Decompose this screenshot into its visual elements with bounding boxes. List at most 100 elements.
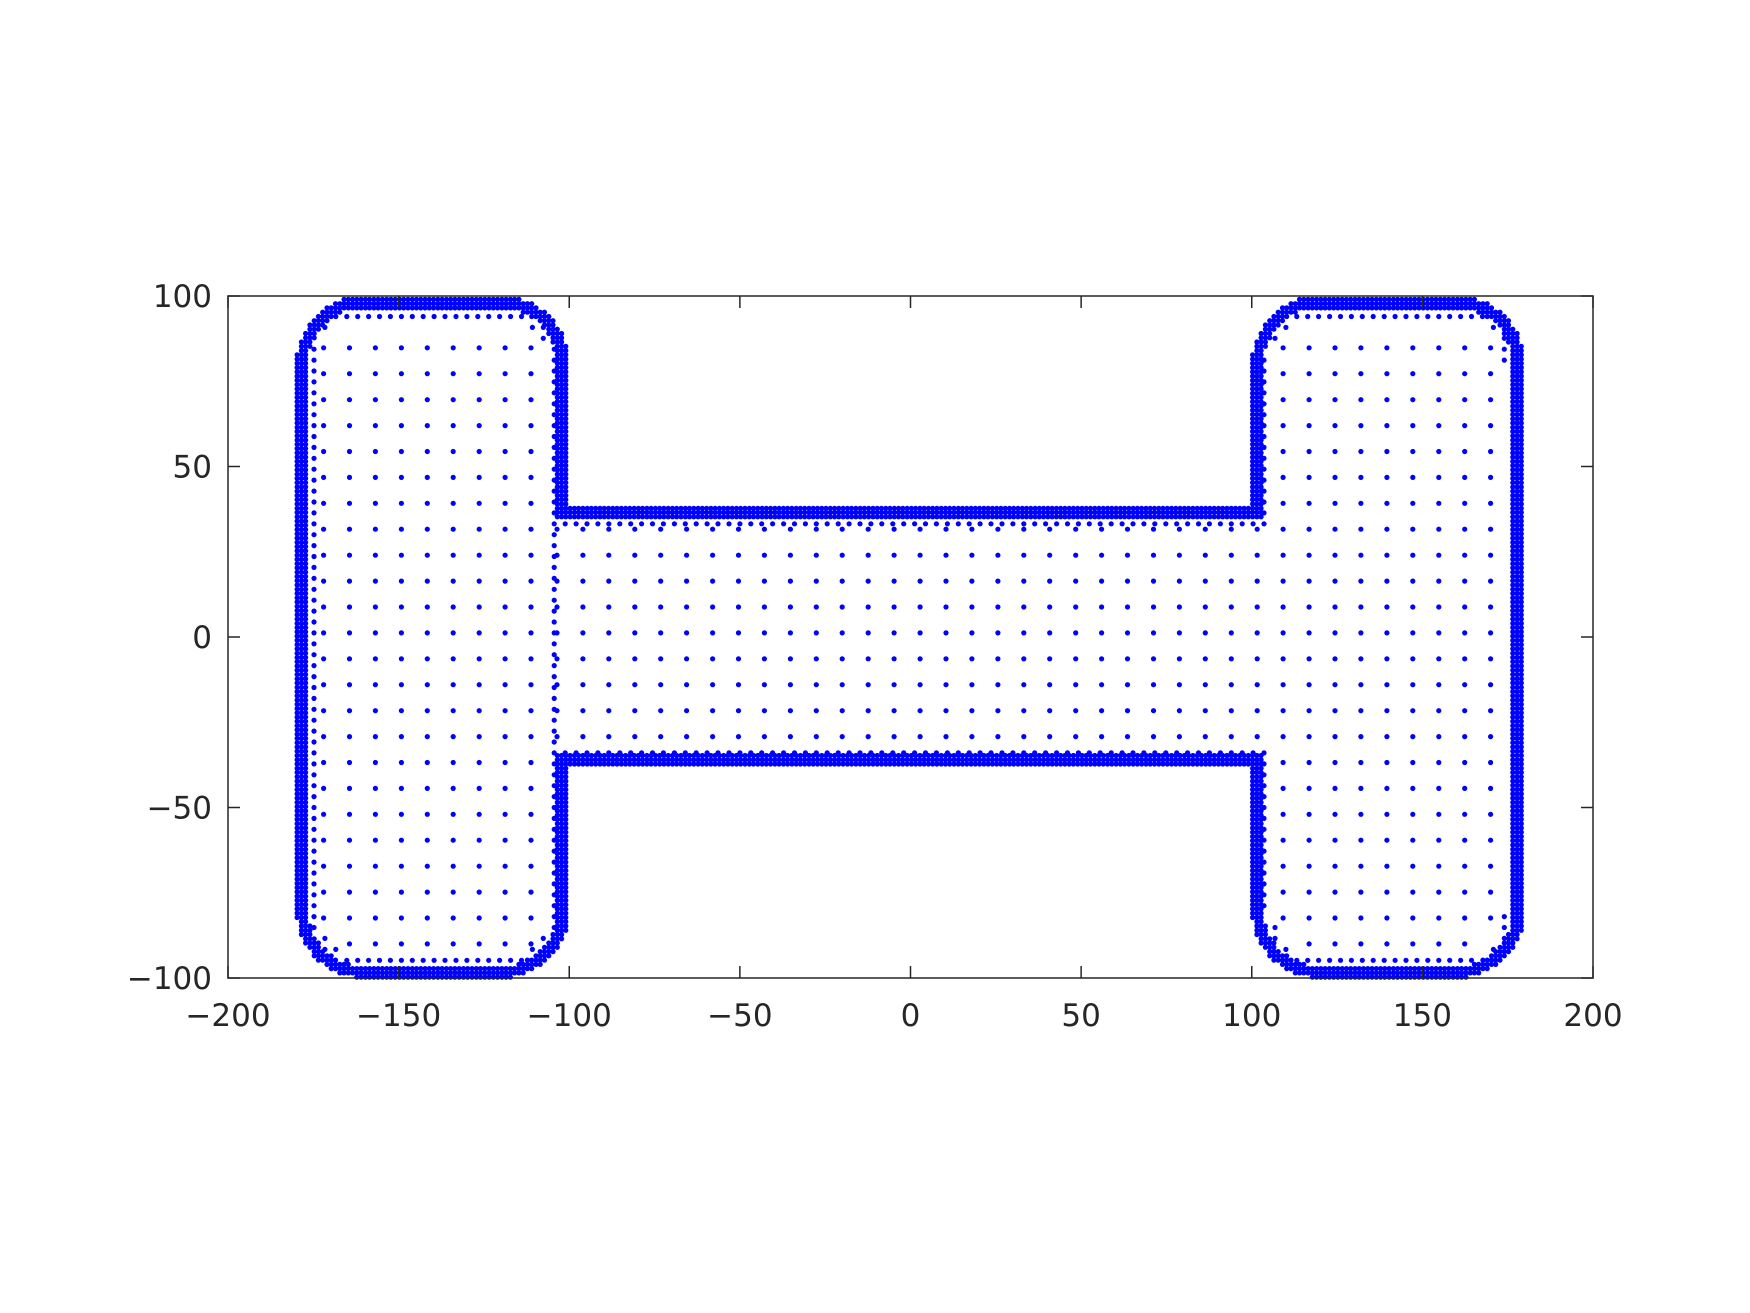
data-point (985, 757, 991, 763)
data-point (475, 313, 481, 320)
data-point (375, 305, 381, 311)
data-point (891, 509, 897, 516)
data-point (1006, 761, 1013, 767)
data-point (716, 509, 723, 516)
data-point (1228, 509, 1234, 516)
data-point (835, 521, 841, 527)
data-point (563, 769, 569, 776)
data-point (606, 526, 612, 532)
data-point (1514, 919, 1520, 925)
data-point (303, 578, 309, 584)
data-point (1306, 526, 1312, 532)
data-point (1395, 301, 1401, 307)
data-point (294, 471, 300, 477)
data-point (294, 825, 300, 831)
data-point (1117, 752, 1123, 759)
data-point (806, 505, 812, 511)
data-point (529, 305, 535, 311)
data-point (908, 509, 915, 516)
data-point (508, 957, 514, 963)
data-point (1462, 759, 1468, 766)
data-point (559, 497, 565, 503)
data-point (942, 509, 949, 516)
data-point (1105, 509, 1111, 516)
data-point (452, 966, 458, 972)
data-point (1518, 446, 1524, 452)
data-point (896, 752, 902, 759)
data-point (303, 778, 309, 784)
data-point (450, 397, 456, 403)
data-point (588, 752, 595, 759)
data-point (1510, 475, 1516, 481)
data-point (787, 708, 794, 714)
data-point (303, 850, 309, 857)
data-point (763, 514, 769, 520)
data-point (1006, 514, 1013, 520)
data-point (486, 957, 492, 963)
data-point (684, 708, 690, 714)
data-point (398, 811, 404, 817)
data-point (712, 509, 718, 516)
data-point (1181, 761, 1187, 767)
data-point (921, 752, 927, 759)
data-point (502, 552, 508, 558)
data-point (413, 966, 420, 972)
data-point (294, 539, 300, 546)
data-point (989, 514, 996, 520)
data-point (1378, 966, 1384, 972)
data-point (1124, 682, 1131, 688)
data-point (398, 785, 404, 792)
data-point (1258, 761, 1264, 767)
data-point (298, 885, 304, 891)
data-point (648, 752, 654, 759)
data-point (1410, 474, 1416, 480)
data-point (303, 377, 309, 383)
data-point (716, 752, 723, 759)
data-point (346, 656, 353, 662)
data-point (367, 301, 373, 307)
data-point (1518, 795, 1524, 801)
data-point (1386, 296, 1392, 302)
data-point (1518, 603, 1524, 609)
data-point (789, 757, 795, 763)
data-point (853, 514, 859, 520)
data-point (857, 752, 863, 759)
data-point (452, 301, 458, 307)
data-point (298, 488, 304, 494)
data-point (298, 620, 304, 627)
data-point (303, 723, 309, 729)
data-point (725, 757, 731, 763)
data-point (1284, 966, 1290, 972)
data-point (1019, 505, 1025, 511)
data-point (559, 876, 565, 882)
data-point (563, 923, 569, 929)
data-point (469, 305, 475, 311)
data-point (1510, 428, 1516, 435)
data-point (1272, 335, 1278, 341)
data-point (1202, 708, 1208, 714)
data-point (1518, 535, 1524, 541)
data-point (1228, 604, 1234, 610)
data-point (721, 752, 727, 759)
data-point (294, 723, 300, 729)
data-point (294, 659, 300, 665)
data-point (793, 509, 799, 516)
data-point (554, 330, 560, 337)
data-point (1358, 630, 1364, 636)
data-point (1384, 423, 1390, 429)
data-point (789, 514, 795, 520)
data-point (1190, 514, 1196, 520)
data-point (1514, 663, 1520, 669)
data-point (896, 505, 902, 511)
data-point (1099, 682, 1105, 688)
data-point (1211, 505, 1217, 511)
data-point (1130, 757, 1136, 763)
data-point (695, 752, 701, 759)
data-point (1054, 521, 1060, 527)
data-point (418, 305, 424, 311)
data-point (294, 744, 300, 750)
data-point (563, 382, 569, 388)
data-point (1073, 552, 1079, 558)
data-point (943, 526, 949, 532)
data-point (551, 521, 557, 527)
